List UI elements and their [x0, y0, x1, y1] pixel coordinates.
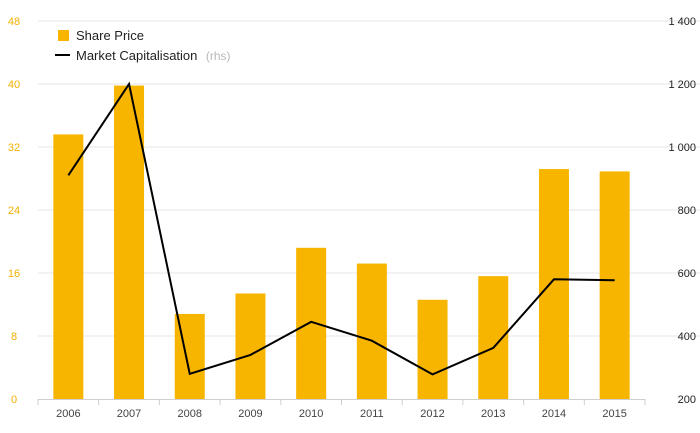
x-axis-tick-label: 2012 [420, 408, 444, 420]
axes: 0 8 16 24 32 40 48 200 400 600 800 1 000 1 200 1 400 2… [8, 16, 696, 420]
share-price-bar [417, 299, 448, 399]
right-axis-tick-label: 1 000 [668, 142, 696, 154]
share-price-bar [599, 171, 630, 399]
left-axis-tick-label: 16 [8, 268, 20, 280]
legend-market-cap-suffix: (rhs) [206, 49, 231, 63]
right-axis-tick-label: 400 [678, 331, 696, 343]
legend-label-share-price: Share Price [76, 28, 144, 43]
right-axis-tick-label: 800 [678, 205, 696, 217]
right-axis-tick-label: 1 200 [668, 79, 696, 91]
share-price-bars [53, 85, 630, 399]
share-price-bar [53, 134, 84, 399]
market-cap-line [67, 81, 615, 376]
left-axis-tick-label: 0 [11, 394, 17, 406]
left-axis-tick-label: 48 [8, 16, 20, 28]
x-axis-tick-label: 2010 [299, 408, 323, 420]
x-axis-tick-label: 2009 [238, 408, 262, 420]
market-cap-line-series [67, 81, 615, 376]
x-axis-tick-label: 2014 [542, 408, 566, 420]
share-price-bar [296, 247, 327, 399]
x-axis-tick-label: 2007 [117, 408, 141, 420]
legend-label-market-cap: Market Capitalisation (rhs) [76, 47, 231, 64]
x-axis-tick-label: 2013 [481, 408, 505, 420]
x-axis-tick-label: 2015 [602, 408, 626, 420]
x-axis-tick-label: 2008 [178, 408, 202, 420]
legend-market-cap-name: Market Capitalisation [76, 48, 197, 63]
right-axis-tick-label: 1 400 [668, 16, 696, 28]
share-price-bar [235, 293, 266, 399]
share-price-bar [538, 169, 569, 399]
right-axis-tick-label: 600 [678, 268, 696, 280]
left-axis-tick-label: 8 [11, 331, 17, 343]
legend: Share Price Market Capitalisation (rhs) [55, 28, 231, 64]
x-axis-tick-label: 2011 [360, 408, 384, 420]
left-axis-tick-label: 32 [8, 142, 20, 154]
x-axis-tick-label: 2006 [56, 408, 80, 420]
legend-swatch-share-price [58, 30, 69, 41]
share-price-bar [114, 85, 145, 399]
gridlines [38, 20, 700, 337]
right-axis-tick-label: 200 [678, 394, 696, 406]
left-axis-tick-label: 40 [8, 79, 20, 91]
share-price-bar [356, 263, 387, 399]
left-axis-tick-label: 24 [8, 205, 20, 217]
